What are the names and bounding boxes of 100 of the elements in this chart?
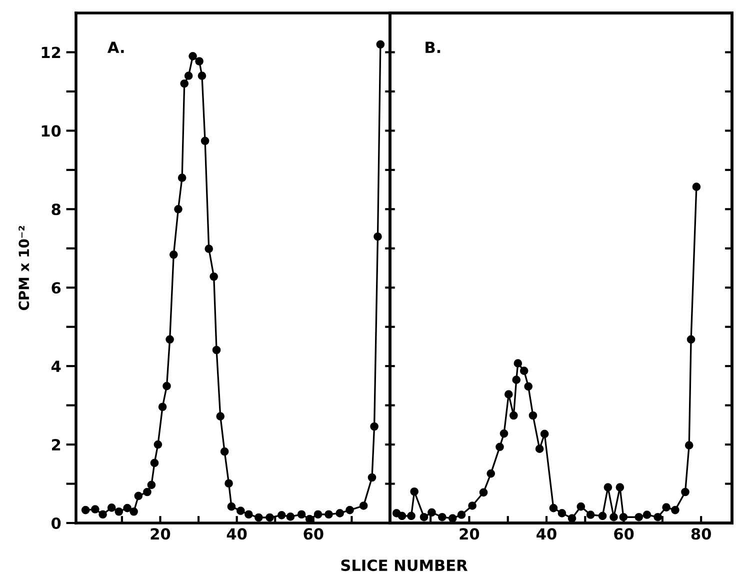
point: [509, 411, 518, 420]
point: [468, 502, 476, 510]
point: [266, 513, 274, 522]
point: [158, 402, 167, 412]
point: [277, 510, 286, 520]
point: [297, 510, 306, 519]
point: [370, 422, 378, 431]
point: [512, 376, 521, 384]
point: [619, 512, 628, 522]
point: [604, 483, 612, 492]
point: [346, 506, 354, 514]
point: [359, 502, 368, 510]
point: [428, 508, 436, 517]
point: [286, 512, 295, 521]
x-tick-label: 40: [226, 528, 247, 540]
y-tick-label: 6: [52, 282, 61, 294]
point: [336, 509, 344, 518]
x-tick-label: 60: [304, 528, 324, 540]
y-tick-label: 8: [52, 204, 60, 216]
point: [504, 390, 513, 398]
point: [162, 382, 171, 390]
point: [210, 272, 218, 281]
point: [642, 510, 652, 519]
y-tick-label: 4: [51, 360, 61, 372]
point: [244, 510, 253, 519]
point: [520, 366, 528, 375]
point: [692, 182, 701, 191]
point: [81, 506, 90, 514]
point: [634, 512, 644, 522]
y-tick-label: 2: [52, 439, 60, 450]
y-axis-title: CPM x 10⁻²: [18, 226, 30, 310]
point: [174, 204, 182, 214]
x-tick-label: 80: [691, 528, 711, 540]
x-axis-title: SLICE NUMBER: [341, 560, 468, 572]
point: [662, 503, 670, 512]
y-tick-label: 10: [42, 125, 61, 137]
point: [220, 447, 229, 456]
point: [178, 174, 186, 182]
point: [496, 442, 504, 452]
point: [324, 510, 333, 519]
point: [407, 512, 416, 520]
point: [654, 512, 662, 522]
point: [180, 79, 189, 88]
point: [528, 411, 538, 420]
point: [457, 510, 466, 519]
point: [448, 514, 457, 522]
point: [374, 232, 382, 241]
point: [169, 250, 178, 259]
point: [398, 512, 406, 520]
point: [216, 412, 225, 420]
point: [420, 512, 428, 522]
point: [514, 359, 522, 368]
point: [686, 335, 696, 344]
x-tick-label: 20: [460, 528, 480, 540]
point: [540, 430, 549, 438]
x-tick-label: 20: [150, 528, 170, 540]
y-tick-label: 0: [52, 517, 61, 530]
point: [586, 510, 595, 519]
annotation: B.: [426, 42, 440, 53]
point: [610, 512, 618, 522]
point: [90, 505, 100, 514]
point: [98, 510, 107, 519]
point: [684, 441, 694, 450]
x-tick-label: 60: [614, 528, 634, 540]
point: [227, 502, 236, 511]
point: [376, 40, 385, 49]
point: [195, 57, 204, 66]
point: [204, 244, 214, 253]
point: [438, 512, 446, 522]
point: [200, 136, 210, 146]
point: [184, 72, 193, 80]
point: [568, 514, 576, 522]
point: [576, 502, 586, 511]
point: [524, 382, 533, 391]
point: [479, 488, 488, 497]
point: [598, 512, 607, 520]
point: [236, 506, 245, 516]
point: [114, 507, 124, 516]
point: [681, 488, 690, 496]
point: [147, 480, 156, 490]
point: [254, 513, 263, 522]
point: [368, 473, 376, 482]
y-tick-label: 12: [42, 46, 60, 58]
point: [500, 429, 508, 438]
point: [558, 509, 566, 518]
point: [154, 440, 162, 449]
point: [123, 504, 132, 512]
point: [143, 488, 152, 496]
annotation: A.: [107, 42, 124, 53]
point: [166, 335, 174, 344]
point: [130, 507, 138, 516]
point: [107, 504, 116, 512]
point: [314, 510, 322, 519]
point: [549, 504, 558, 512]
point: [224, 479, 233, 488]
point: [188, 52, 197, 60]
point: [150, 458, 159, 468]
point: [198, 72, 206, 80]
point: [616, 483, 624, 492]
point: [410, 487, 419, 496]
